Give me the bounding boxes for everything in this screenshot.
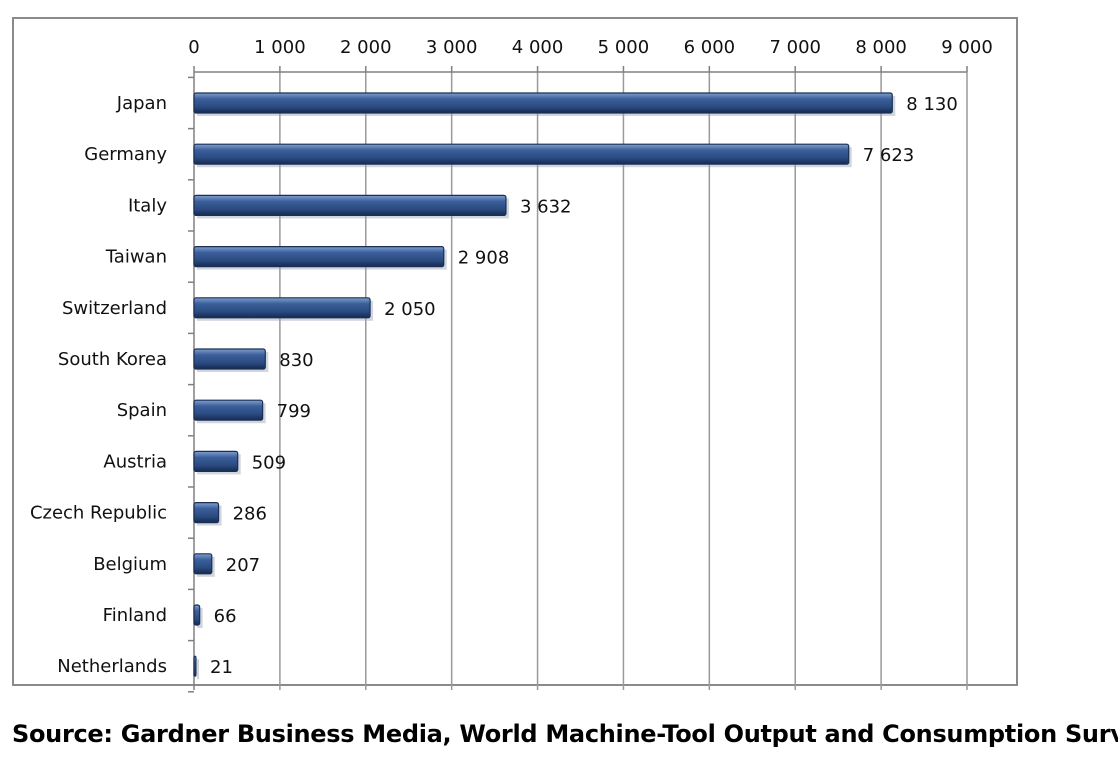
category-label: Netherlands — [57, 656, 167, 677]
chart-frame — [12, 17, 1018, 686]
category-label: Germany — [84, 144, 167, 165]
category-label: Finland — [103, 605, 167, 626]
category-label: Belgium — [93, 554, 167, 575]
grid-lines — [279, 72, 968, 690]
axes — [188, 66, 968, 693]
category-label: Switzerland — [62, 298, 167, 319]
data-label: 2 908 — [458, 248, 510, 269]
data-label: 21 — [210, 657, 233, 678]
data-label: 2 050 — [384, 299, 436, 320]
bar — [193, 143, 850, 165]
x-tick-label: 4 000 — [512, 37, 564, 58]
x-tick-label: 0 — [188, 37, 199, 58]
x-tick-label: 1 000 — [254, 37, 306, 58]
bar — [193, 246, 445, 268]
bar — [193, 92, 893, 114]
bar — [193, 553, 213, 575]
data-label: 509 — [252, 452, 286, 473]
data-label: 830 — [279, 350, 313, 371]
x-tick-label: 7 000 — [769, 37, 821, 58]
category-labels: Japan Germany Italy Taiwan Switzerland South … — [30, 93, 167, 677]
data-label: 799 — [277, 401, 311, 422]
data-label: 286 — [233, 504, 267, 525]
category-label: Spain — [117, 400, 167, 421]
x-tick-label: 9 000 — [941, 37, 993, 58]
bars — [193, 92, 896, 680]
x-tick-label: 2 000 — [340, 37, 392, 58]
category-label: Czech Republic — [30, 503, 167, 524]
x-tick-label: 5 000 — [598, 37, 650, 58]
bar — [193, 348, 266, 370]
bar — [193, 297, 371, 319]
x-tick-label: 6 000 — [684, 37, 736, 58]
data-label: 207 — [226, 555, 260, 576]
bar — [193, 655, 197, 677]
bar — [193, 450, 239, 472]
bar — [193, 399, 264, 421]
data-labels: 8 130 7 623 3 632 2 908 2 050 830 799 509 286 207… — [210, 94, 958, 678]
category-label: Austria — [103, 451, 167, 472]
data-label: 7 623 — [863, 145, 915, 166]
bar — [193, 604, 201, 626]
category-label: South Korea — [58, 349, 167, 370]
category-label: Taiwan — [105, 247, 167, 268]
bar — [193, 502, 220, 524]
source-note: Source: Gardner Business Media, World Ma… — [12, 720, 1118, 748]
data-label: 3 632 — [520, 196, 572, 217]
data-label: 8 130 — [906, 94, 958, 115]
category-label: Japan — [116, 93, 167, 114]
bar — [193, 194, 507, 216]
data-label: 66 — [214, 606, 237, 627]
x-tick-label: 3 000 — [426, 37, 478, 58]
x-tick-label: 8 000 — [855, 37, 907, 58]
bar-shadow — [197, 659, 199, 680]
x-tick-labels: 0 1 000 2 000 3 000 4 000 5 000 6 000 7 000 8 00… — [188, 37, 992, 58]
category-label: Italy — [128, 195, 167, 216]
